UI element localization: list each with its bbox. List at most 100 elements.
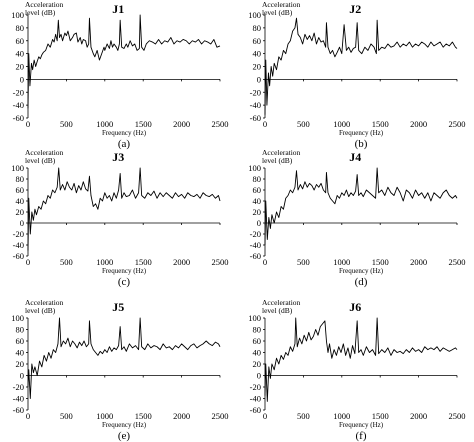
x-axis-label: Frequency (Hz) — [339, 267, 384, 275]
y-tick-label: 40 — [16, 196, 25, 206]
y-tick-label: 20 — [253, 359, 262, 369]
x-tick-label: 2500 — [449, 411, 466, 421]
x-tick-label: 2000 — [173, 257, 190, 267]
y-axis-label-line: level (dB) — [25, 156, 56, 165]
chart-title: J2 — [349, 2, 361, 16]
y-axis-label-line: level (dB) — [262, 8, 293, 17]
x-tick-label: 0 — [26, 119, 30, 129]
y-tick-label: 100 — [11, 163, 24, 173]
y-tick-label: -60 — [13, 251, 24, 261]
x-tick-label: 1000 — [96, 119, 113, 129]
x-tick-label: 2500 — [212, 257, 229, 267]
y-tick-label: -20 — [250, 87, 261, 97]
y-tick-label: 60 — [16, 36, 25, 46]
x-axis-label: Frequency (Hz) — [102, 421, 147, 429]
chart-title: J3 — [112, 150, 124, 164]
x-tick-label: 0 — [26, 411, 30, 421]
y-axis-label-line: Acceleration — [25, 0, 64, 9]
y-tick-label: 0 — [20, 74, 24, 84]
y-tick-label: -20 — [250, 382, 261, 392]
chart-title: J1 — [112, 2, 124, 16]
y-tick-label: 0 — [257, 371, 261, 381]
y-tick-label: -40 — [250, 394, 261, 404]
x-tick-label: 2000 — [410, 257, 427, 267]
y-tick-label: 60 — [16, 336, 25, 346]
y-tick-label: 40 — [16, 49, 25, 59]
x-tick-label: 500 — [297, 119, 310, 129]
y-tick-label: -60 — [250, 405, 261, 415]
y-tick-label: 0 — [20, 218, 24, 228]
chart-title: J5 — [112, 300, 124, 314]
y-tick-label: -40 — [13, 394, 24, 404]
x-axis-label: Frequency (Hz) — [339, 129, 384, 137]
x-tick-label: 1500 — [135, 119, 152, 129]
x-tick-label: 500 — [60, 119, 73, 129]
x-tick-label: 1000 — [96, 257, 113, 267]
series-line — [264, 317, 458, 402]
y-axis-label-line: level (dB) — [25, 306, 56, 315]
y-tick-label: 80 — [253, 174, 262, 184]
x-tick-label: 1500 — [372, 119, 389, 129]
y-tick-label: 40 — [16, 348, 25, 358]
x-tick-label: 1000 — [333, 411, 350, 421]
y-tick-label: 100 — [248, 10, 261, 20]
panel-label: (c) — [118, 276, 131, 288]
x-tick-label: 2500 — [449, 257, 466, 267]
y-tick-label: 60 — [253, 36, 262, 46]
chart-title: J6 — [349, 300, 361, 314]
y-tick-label: -40 — [250, 240, 261, 250]
y-axis-label-line: Acceleration — [25, 148, 64, 157]
y-tick-label: -40 — [13, 100, 24, 110]
y-tick-label: 20 — [16, 359, 25, 369]
y-tick-label: 80 — [16, 174, 25, 184]
x-tick-label: 0 — [263, 411, 267, 421]
y-tick-label: 20 — [16, 207, 25, 217]
panel-label: (d) — [355, 276, 368, 288]
y-axis-label-line: Acceleration — [262, 148, 301, 157]
y-tick-label: 60 — [253, 336, 262, 346]
y-axis-label-line: level (dB) — [262, 156, 293, 165]
x-tick-label: 1500 — [372, 257, 389, 267]
y-tick-label: 100 — [248, 313, 261, 323]
panel-label: (f) — [356, 430, 367, 442]
series-line — [27, 14, 221, 109]
y-tick-label: 0 — [20, 371, 24, 381]
panel-label: (a) — [118, 138, 131, 150]
y-axis-label-line: level (dB) — [262, 306, 293, 315]
y-tick-label: -20 — [13, 229, 24, 239]
y-tick-label: 100 — [248, 163, 261, 173]
series-line — [27, 167, 221, 251]
x-tick-label: 0 — [26, 257, 30, 267]
x-tick-label: 1000 — [96, 411, 113, 421]
y-tick-label: 20 — [253, 207, 262, 217]
y-axis-label-line: level (dB) — [25, 8, 56, 17]
x-axis-label: Frequency (Hz) — [102, 267, 147, 275]
x-tick-label: 1500 — [372, 411, 389, 421]
y-axis-label-line: Acceleration — [25, 298, 64, 307]
y-tick-label: 20 — [253, 62, 262, 72]
y-tick-label: 0 — [257, 218, 261, 228]
x-tick-label: 2000 — [173, 119, 190, 129]
x-tick-label: 2000 — [410, 119, 427, 129]
x-tick-label: 2500 — [212, 119, 229, 129]
series-line — [264, 167, 458, 246]
x-tick-label: 0 — [263, 119, 267, 129]
y-tick-label: 40 — [253, 348, 262, 358]
panel-label: (b) — [355, 138, 368, 150]
x-tick-label: 1000 — [333, 257, 350, 267]
y-tick-label: -40 — [13, 240, 24, 250]
y-tick-label: -40 — [250, 100, 261, 110]
y-tick-label: 60 — [16, 185, 25, 195]
y-tick-label: 80 — [253, 23, 262, 33]
y-tick-label: 0 — [257, 74, 261, 84]
y-tick-label: -20 — [250, 229, 261, 239]
x-axis-label: Frequency (Hz) — [102, 129, 147, 137]
y-tick-label: 80 — [16, 23, 25, 33]
x-tick-label: 1500 — [135, 257, 152, 267]
